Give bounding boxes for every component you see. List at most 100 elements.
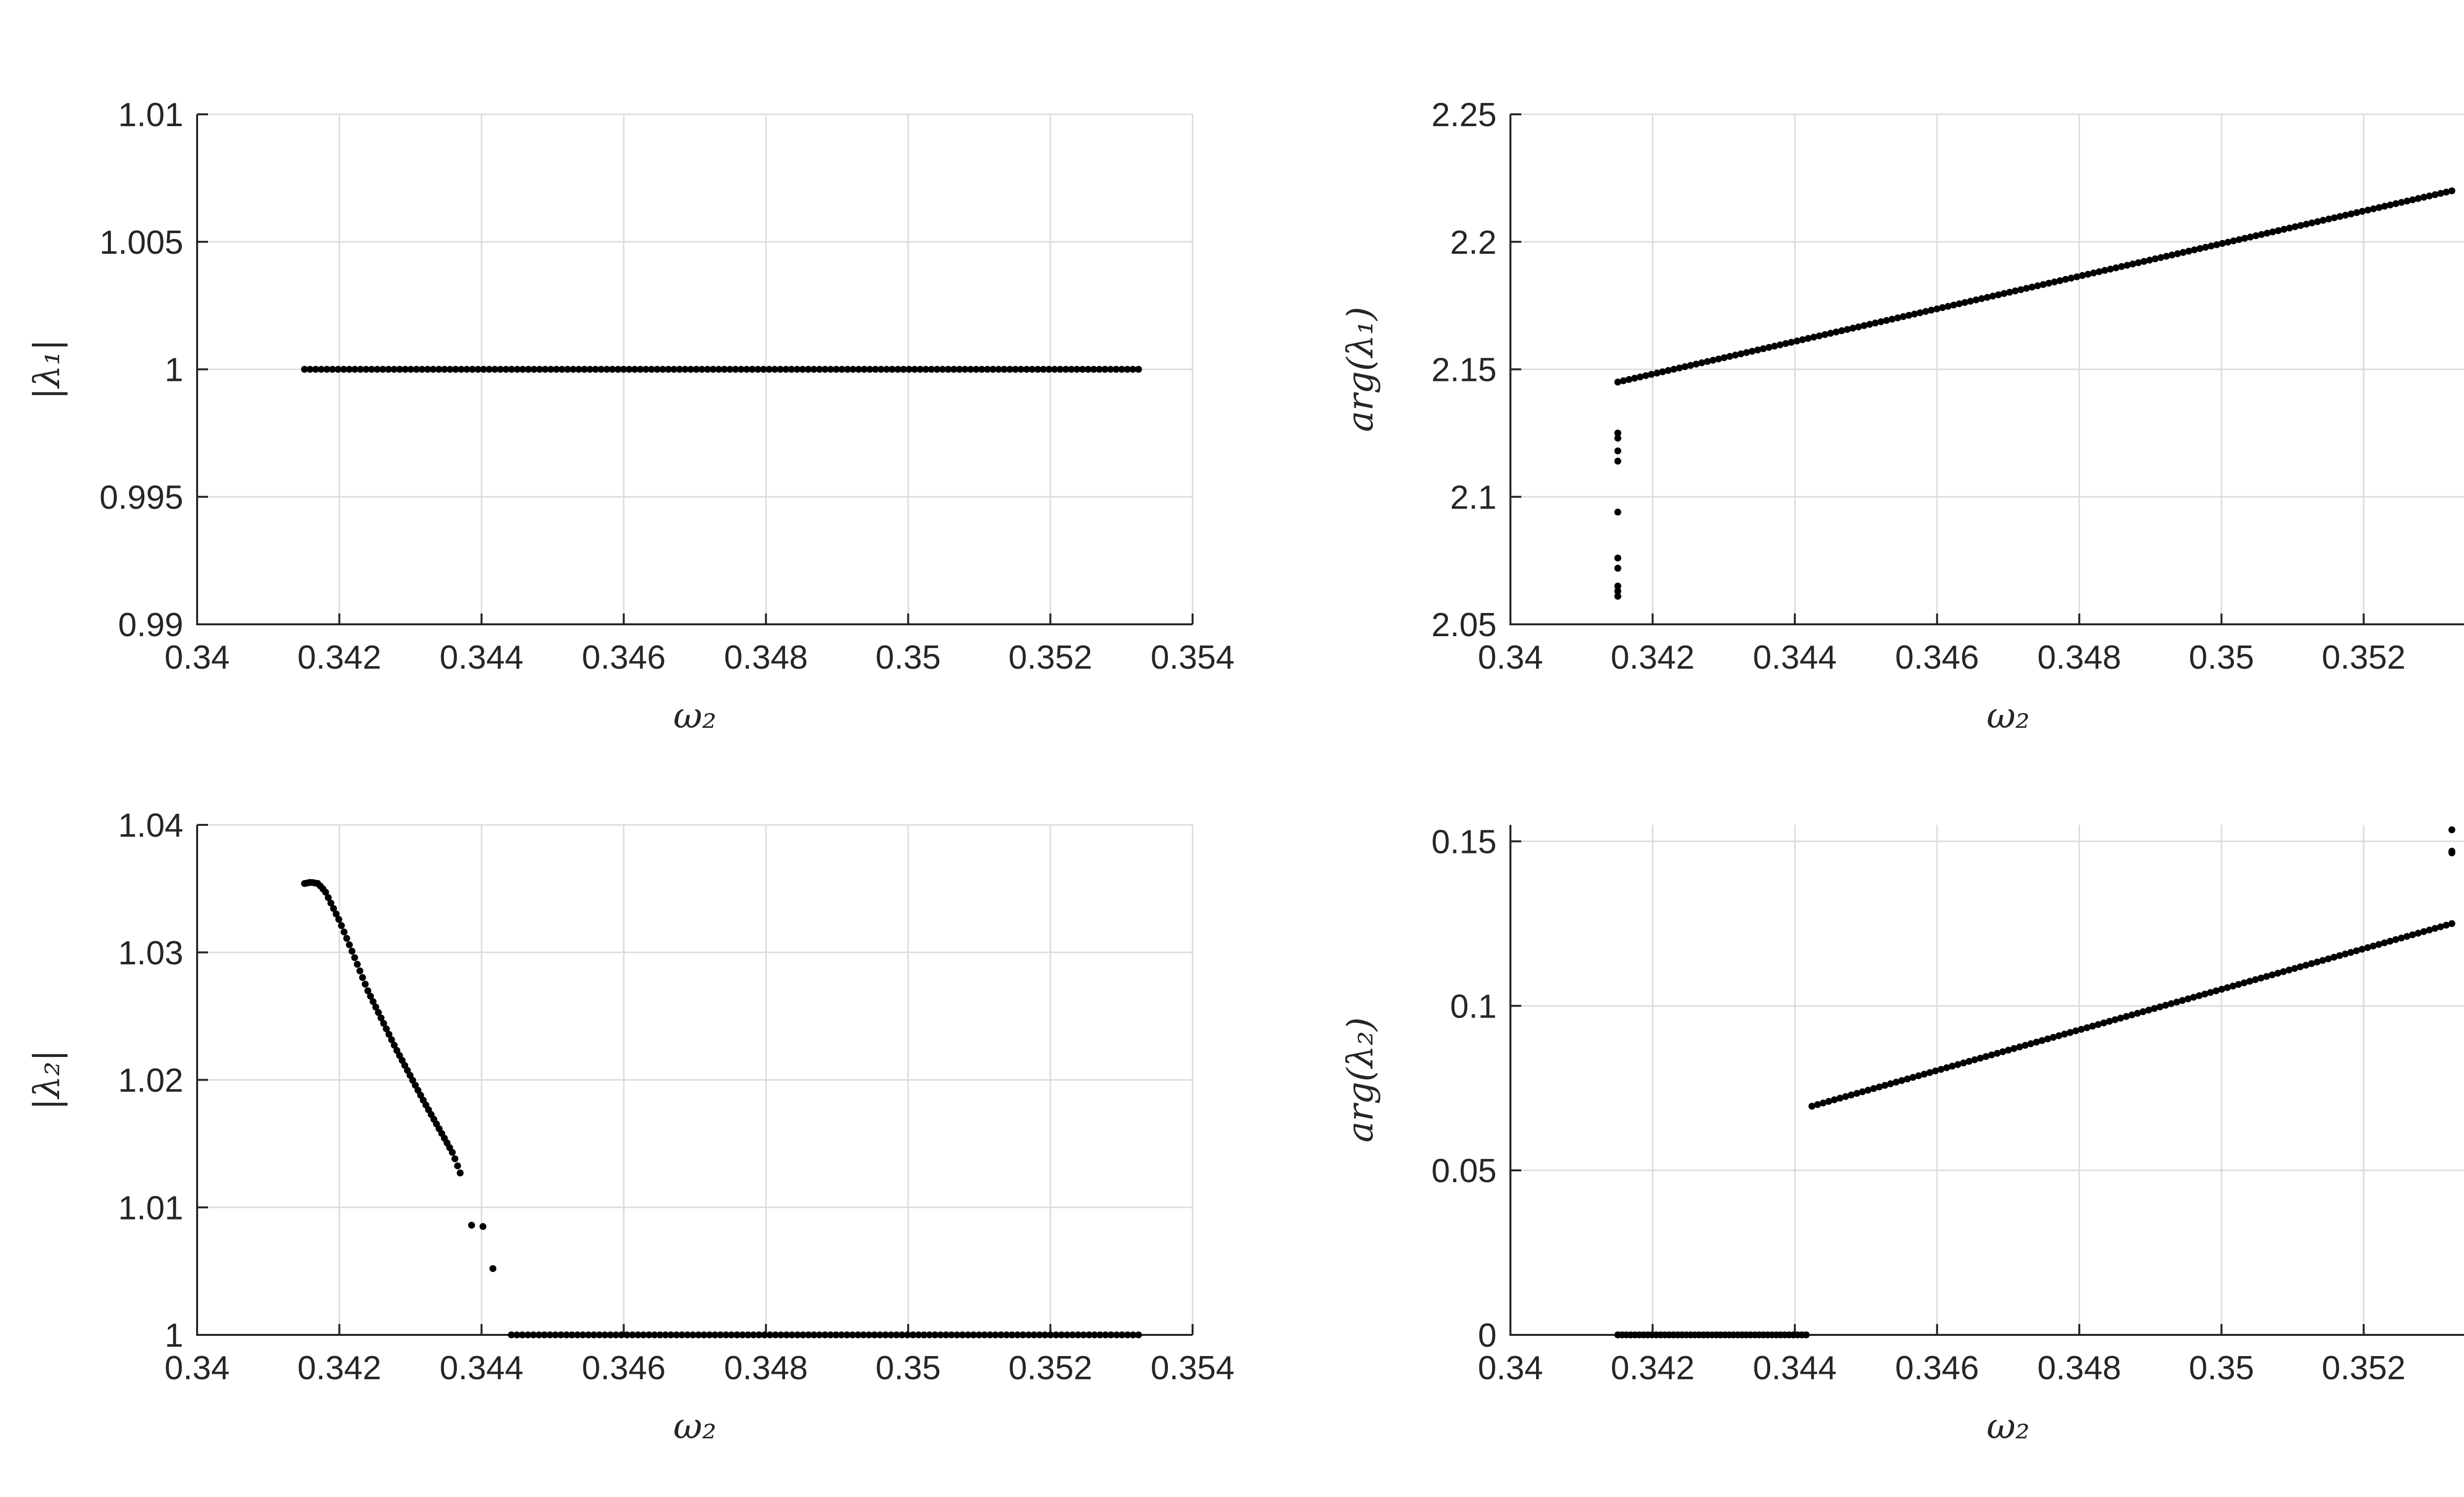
y-tick-label: 1.03 [118,934,183,972]
data-point [2420,928,2428,935]
x-tick-label: 0.354 [1151,639,1234,676]
x-axis-label: ω₂ [1986,1405,2030,1447]
data-point [2235,981,2242,988]
data-point [682,366,689,373]
data-point [739,1331,746,1338]
data-point [463,366,471,373]
data-point [1989,292,1996,300]
data-point [2269,228,2276,236]
data-point [1704,358,1711,365]
data-point [1971,1056,1979,1063]
data-point [2156,1003,2164,1011]
y-tick-label: 2.1 [1450,478,1497,516]
data-point [2437,923,2444,930]
data-point [1614,565,1621,572]
data-point [1079,366,1086,373]
data-point [1091,1331,1098,1338]
data-point [547,366,554,373]
data-point [1096,1331,1104,1338]
data-point [446,366,454,373]
data-point [1614,582,1621,590]
data-point [799,1331,807,1338]
data-point [1887,1080,1894,1088]
data-point [623,1331,631,1338]
data-point [877,366,885,373]
data-point [883,366,890,373]
data-point [1102,1331,1109,1338]
data-point [2353,947,2360,954]
data-point [1815,332,1823,340]
data-point [603,366,611,373]
data-point [788,366,795,373]
data-point [1118,366,1126,373]
data-point [457,366,465,373]
data-point [900,366,907,373]
data-point [2056,277,2064,284]
data-point [1637,373,1644,380]
data-point [1058,1331,1065,1338]
data-point [335,366,342,373]
data-point [2184,995,2191,1003]
y-tick-label: 0.05 [1432,1152,1497,1190]
data-point [375,1009,382,1016]
data-point [689,1331,697,1338]
data-point [1793,338,1801,345]
data-point [2292,223,2299,231]
y-tick-label: 0.15 [1432,823,1497,860]
data-point [1842,1093,1849,1100]
data-point [1810,334,1817,341]
data-point [364,987,372,994]
data-point [323,366,331,373]
data-point [1648,371,1655,378]
data-point [2308,219,2316,227]
data-point [2235,236,2243,243]
data-point [964,1331,972,1338]
data-point [667,1331,675,1338]
data-point [2387,201,2394,208]
data-point [1855,323,1862,331]
y-axis-label: arg(λ₁) [1339,306,1381,432]
data-point [728,1331,735,1338]
data-point [1949,1062,1956,1070]
y-tick-label: 0.99 [118,606,183,644]
data-point [374,366,381,373]
data-point [698,366,706,373]
data-point [2072,1027,2080,1035]
data-point [860,366,868,373]
data-point [1107,366,1114,373]
data-point [2100,1019,2108,1026]
data-point [737,366,745,373]
data-point [330,905,337,912]
data-point [2347,949,2355,956]
data-point [1972,296,1980,304]
data-point [1799,336,1806,343]
y-tick-label: 2.15 [1432,351,1497,389]
data-point [485,366,493,373]
data-point [1012,366,1019,373]
data-point [579,1331,586,1338]
data-point [1085,1331,1093,1338]
data-point [1978,295,1985,303]
data-point [1614,587,1621,595]
data-point [1866,321,1874,328]
data-point [586,366,594,373]
data-point [480,366,487,373]
data-point [1726,353,1734,360]
data-point [2044,1035,2052,1043]
data-point [629,1331,636,1338]
data-point [541,1331,548,1338]
data-point [1030,1331,1038,1338]
data-point [596,1331,603,1338]
data-point [1614,457,1621,465]
data-point [2134,1010,2141,1017]
data-point [357,366,364,373]
data-point [1999,1048,2007,1055]
data-point [810,1331,818,1338]
data-point [491,366,499,373]
data-point [972,366,980,373]
data-point [519,366,526,373]
data-point [2229,983,2237,990]
data-point [468,1222,475,1229]
data-point [2174,250,2181,257]
data-point [1787,339,1795,346]
